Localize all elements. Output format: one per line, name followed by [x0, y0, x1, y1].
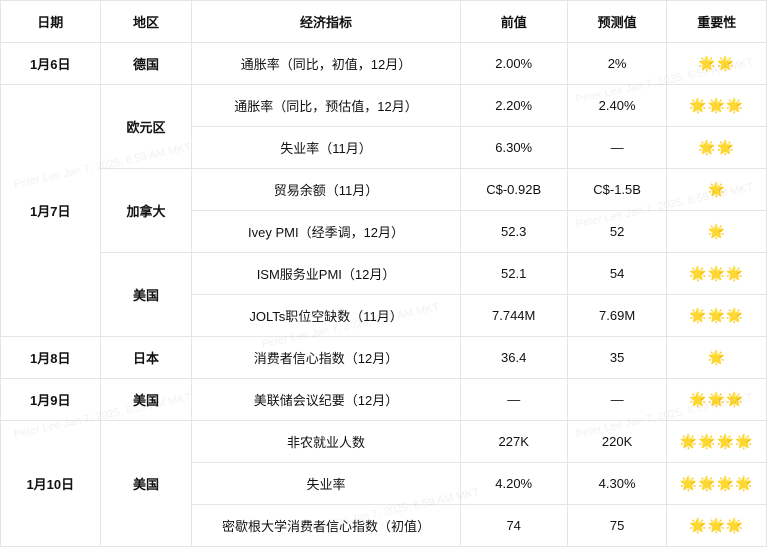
cell-date: 1月7日: [1, 85, 101, 337]
table-row: 美国ISM服务业PMI（12月）52.154🌟🌟🌟: [1, 253, 767, 295]
cell-indicator: JOLTs职位空缺数（11月）: [192, 295, 460, 337]
header-region: 地区: [100, 1, 192, 43]
table-row: 1月10日美国非农就业人数227K220K🌟🌟🌟🌟: [1, 421, 767, 463]
cell-forecast: —: [567, 379, 667, 421]
header-row: 日期 地区 经济指标 前值 预测值 重要性: [1, 1, 767, 43]
cell-importance: 🌟: [667, 169, 767, 211]
table-row: 加拿大贸易余额（11月）C$-0.92BC$-1.5B🌟: [1, 169, 767, 211]
cell-forecast: 7.69M: [567, 295, 667, 337]
cell-region: 美国: [100, 421, 192, 547]
table-wrapper: 日期 地区 经济指标 前值 预测值 重要性 1月6日德国通胀率（同比，初值，12…: [0, 0, 767, 547]
cell-prev: 2.20%: [460, 85, 567, 127]
cell-region: 美国: [100, 379, 192, 421]
cell-date: 1月10日: [1, 421, 101, 547]
cell-prev: 227K: [460, 421, 567, 463]
cell-importance: 🌟🌟: [667, 127, 767, 169]
cell-region: 日本: [100, 337, 192, 379]
cell-indicator: 失业率（11月）: [192, 127, 460, 169]
table-row: 1月9日美国美联储会议纪要（12月）——🌟🌟🌟: [1, 379, 767, 421]
header-prev: 前值: [460, 1, 567, 43]
cell-prev: 36.4: [460, 337, 567, 379]
cell-prev: 52.3: [460, 211, 567, 253]
cell-forecast: 54: [567, 253, 667, 295]
cell-forecast: 52: [567, 211, 667, 253]
cell-forecast: 75: [567, 505, 667, 547]
cell-prev: 7.744M: [460, 295, 567, 337]
cell-forecast: C$-1.5B: [567, 169, 667, 211]
cell-importance: 🌟🌟: [667, 43, 767, 85]
economic-calendar-table: 日期 地区 经济指标 前值 预测值 重要性 1月6日德国通胀率（同比，初值，12…: [0, 0, 767, 547]
cell-prev: —: [460, 379, 567, 421]
cell-prev: C$-0.92B: [460, 169, 567, 211]
cell-region: 美国: [100, 253, 192, 337]
cell-importance: 🌟🌟🌟: [667, 505, 767, 547]
table-body: 1月6日德国通胀率（同比，初值，12月）2.00%2%🌟🌟1月7日欧元区通胀率（…: [1, 43, 767, 547]
cell-region: 欧元区: [100, 85, 192, 169]
cell-prev: 74: [460, 505, 567, 547]
cell-importance: 🌟🌟🌟: [667, 295, 767, 337]
cell-prev: 52.1: [460, 253, 567, 295]
header-forecast: 预测值: [567, 1, 667, 43]
cell-indicator: 失业率: [192, 463, 460, 505]
cell-importance: 🌟🌟🌟🌟: [667, 463, 767, 505]
cell-prev: 6.30%: [460, 127, 567, 169]
cell-forecast: —: [567, 127, 667, 169]
cell-indicator: 美联储会议纪要（12月）: [192, 379, 460, 421]
cell-forecast: 2.40%: [567, 85, 667, 127]
cell-region: 德国: [100, 43, 192, 85]
cell-importance: 🌟🌟🌟: [667, 253, 767, 295]
cell-indicator: 通胀率（同比，预估值，12月）: [192, 85, 460, 127]
cell-indicator: 密歇根大学消费者信心指数（初值）: [192, 505, 460, 547]
table-row: 1月7日欧元区通胀率（同比，预估值，12月）2.20%2.40%🌟🌟🌟: [1, 85, 767, 127]
table-row: 1月8日日本消费者信心指数（12月）36.435🌟: [1, 337, 767, 379]
cell-indicator: Ivey PMI（经季调，12月）: [192, 211, 460, 253]
header-indicator: 经济指标: [192, 1, 460, 43]
cell-forecast: 35: [567, 337, 667, 379]
cell-indicator: 非农就业人数: [192, 421, 460, 463]
cell-prev: 4.20%: [460, 463, 567, 505]
header-date: 日期: [1, 1, 101, 43]
cell-indicator: ISM服务业PMI（12月）: [192, 253, 460, 295]
cell-region: 加拿大: [100, 169, 192, 253]
cell-date: 1月6日: [1, 43, 101, 85]
header-importance: 重要性: [667, 1, 767, 43]
cell-indicator: 贸易余额（11月）: [192, 169, 460, 211]
cell-forecast: 4.30%: [567, 463, 667, 505]
cell-importance: 🌟🌟🌟: [667, 379, 767, 421]
cell-date: 1月9日: [1, 379, 101, 421]
cell-forecast: 220K: [567, 421, 667, 463]
cell-importance: 🌟🌟🌟: [667, 85, 767, 127]
cell-indicator: 消费者信心指数（12月）: [192, 337, 460, 379]
cell-importance: 🌟: [667, 337, 767, 379]
cell-importance: 🌟🌟🌟🌟: [667, 421, 767, 463]
cell-indicator: 通胀率（同比，初值，12月）: [192, 43, 460, 85]
cell-prev: 2.00%: [460, 43, 567, 85]
cell-date: 1月8日: [1, 337, 101, 379]
cell-importance: 🌟: [667, 211, 767, 253]
table-row: 1月6日德国通胀率（同比，初值，12月）2.00%2%🌟🌟: [1, 43, 767, 85]
cell-forecast: 2%: [567, 43, 667, 85]
